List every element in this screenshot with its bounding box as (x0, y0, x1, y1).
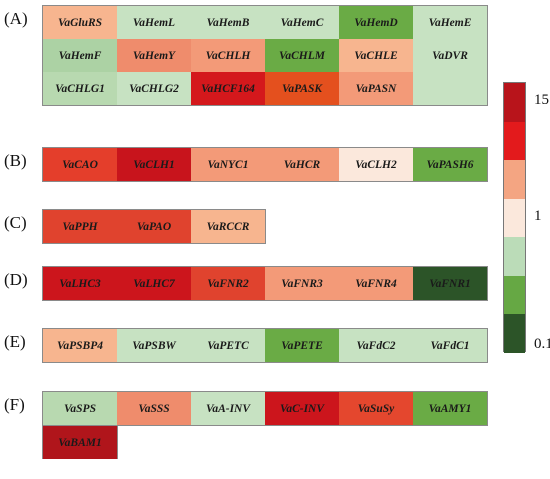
panel-label: (F) (4, 395, 25, 414)
heatmap-cell: VaHemD (339, 6, 413, 39)
heatmap-cell: VaPSBP4 (43, 329, 117, 362)
heatmap-panel: VaPSBP4 VaPSBW VaPETC VaPETE VaFdC2 VaFdC1 (42, 328, 488, 363)
colorbar-swatch (504, 83, 525, 123)
heatmap-panel: VaGluRS VaHemL VaHemB VaHemC VaHemD VaHemE VaH… (42, 5, 488, 106)
heatmap-cell: VaPASH6 (413, 148, 487, 181)
heatmap-cell: VaBAM1 (43, 426, 117, 459)
heatmap-cell: VaSPS (43, 392, 117, 425)
heatmap-cell: VaCLH2 (339, 148, 413, 181)
heatmap-cell: VaPASN (339, 72, 413, 105)
heatmap-cell: VaFNR1 (413, 267, 487, 300)
heatmap-cell: VaPSBW (117, 329, 191, 362)
panel-label: (C) (4, 213, 27, 232)
panel-label: (A) (4, 9, 28, 28)
heatmap-cell: VaC-INV (265, 392, 339, 425)
panel-label: (B) (4, 151, 27, 170)
heatmap-cell: VaHemC (265, 6, 339, 39)
heatmap-cell: VaHCF164 (191, 72, 265, 105)
heatmap-cell: VaPPH (43, 210, 117, 243)
panel-label: (E) (4, 332, 26, 351)
heatmap-cell: VaCHLE (339, 39, 413, 72)
heatmap-cell: VaA-INV (191, 392, 265, 425)
heatmap-cell: VaPETC (191, 329, 265, 362)
colorbar-swatch (504, 160, 525, 200)
heatmap-cell: VaLHC3 (43, 267, 117, 300)
heatmap-cell: VaFNR3 (265, 267, 339, 300)
panel-empty-area (413, 72, 487, 105)
heatmap-cell: VaHemE (413, 6, 487, 39)
heatmap-cell: VaCHLM (265, 39, 339, 72)
colorbar-swatch (504, 121, 525, 161)
colorbar-tick-label: 0.1 (534, 336, 550, 352)
heatmap-panel: VaCAO VaCLH1 VaNYC1 VaHCR VaCLH2 VaPASH6 (42, 147, 488, 182)
heatmap-cell: VaSuSy (339, 392, 413, 425)
heatmap-cell: VaFdC2 (339, 329, 413, 362)
heatmap-cell: VaFNR2 (191, 267, 265, 300)
heatmap-cell: VaPETE (265, 329, 339, 362)
heatmap-cell: VaHemB (191, 6, 265, 39)
heatmap-cell: VaCHLG2 (117, 72, 191, 105)
colorbar (503, 82, 526, 354)
colorbar-swatch (504, 237, 525, 277)
colorbar-tick-label: 1 (534, 208, 542, 224)
heatmap-cell: VaHCR (265, 148, 339, 181)
heatmap-panel: VaPPH VaPAO VaRCCR (42, 209, 266, 244)
heatmap-cell: VaCHLH (191, 39, 265, 72)
colorbar-swatch (504, 314, 525, 354)
colorbar-swatch (504, 198, 525, 238)
heatmap-cell: VaPAO (117, 210, 191, 243)
heatmap-cell: VaFdC1 (413, 329, 487, 362)
heatmap-cell: VaPASK (265, 72, 339, 105)
heatmap-cell: VaCLH1 (117, 148, 191, 181)
heatmap-panel: VaSPS VaSSS VaA-INV VaC-INV VaSuSy VaAMY1 (42, 391, 488, 426)
colorbar-swatch (504, 275, 525, 315)
heatmap-cell: VaRCCR (191, 210, 265, 243)
heatmap-cell: VaAMY1 (413, 392, 487, 425)
heatmap-cell: VaSSS (117, 392, 191, 425)
heatmap-cell: VaFNR4 (339, 267, 413, 300)
heatmap-cell: VaLHC7 (117, 267, 191, 300)
heatmap-cell: VaNYC1 (191, 148, 265, 181)
heatmap-cell: VaCHLG1 (43, 72, 117, 105)
heatmap-panel-extra-row: VaBAM1 (42, 425, 118, 459)
heatmap-cell: VaHemF (43, 39, 117, 72)
heatmap-cell: VaCAO (43, 148, 117, 181)
heatmap-cell: VaDVR (413, 39, 487, 72)
heatmap-cell: VaGluRS (43, 6, 117, 39)
panel-label: (D) (4, 270, 28, 289)
heatmap-panel: VaLHC3 VaLHC7 VaFNR2 VaFNR3 VaFNR4 VaFNR1 (42, 266, 488, 301)
heatmap-cell: VaHemY (117, 39, 191, 72)
colorbar-tick-label: 15 (534, 92, 549, 108)
heatmap-cell: VaHemL (117, 6, 191, 39)
